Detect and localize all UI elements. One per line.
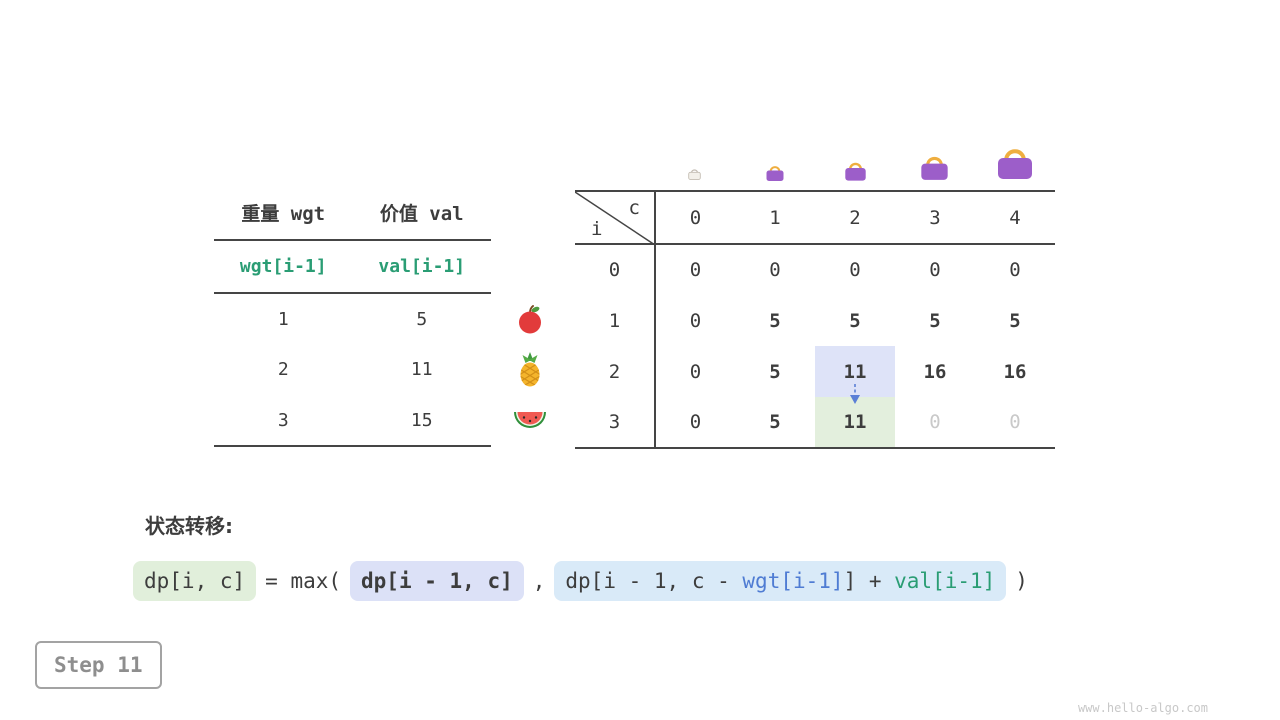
dp-cell: 0 — [849, 259, 861, 281]
wgt-formula-cell: wgt[i-1] — [214, 240, 353, 294]
dp-cell-current-highlight: 11 — [815, 397, 895, 449]
dp-cell-pending: 0 — [895, 397, 975, 449]
dp-header-row: c i 0 1 2 3 4 — [575, 190, 1055, 245]
dp-row-header: 1 — [575, 295, 656, 346]
dp-cell: 0 — [689, 259, 702, 281]
bag-large-icon — [917, 152, 952, 183]
dp-cell: 5 — [929, 309, 941, 332]
watermark: www.hello-algo.com — [1077, 701, 1208, 715]
option2-middle: ] + — [843, 569, 895, 593]
dp-row: 1 0 5 5 5 5 — [575, 295, 1055, 346]
dp-cell: 0 — [689, 309, 702, 332]
dp-col-header: 3 — [895, 190, 975, 245]
step-indicator: Step 11 — [35, 641, 162, 689]
dp-cell: 16 — [1003, 360, 1027, 383]
dp-cell-pending: 0 — [975, 397, 1055, 449]
weight-cell: 3 — [214, 395, 353, 447]
capacity-axis-label: c — [628, 197, 640, 219]
weight-value-table: 重量 wgt 价值 val wgt[i-1] val[i-1] 1 5 2 11… — [214, 186, 491, 447]
dp-table: c i 0 1 2 3 4 0 0 0 0 0 0 1 0 5 5 5 5 2 … — [575, 190, 1055, 449]
table-row: 1 5 — [214, 293, 491, 344]
state-transition-label: 状态转移: — [145, 514, 233, 538]
pineapple-icon — [514, 352, 546, 388]
formula-operator: = max( — [265, 569, 342, 593]
value-cell: 15 — [352, 395, 491, 447]
dp-cell: 0 — [929, 259, 941, 281]
value-column-header: 价值 val — [352, 186, 491, 241]
val-formula-cell: val[i-1] — [352, 240, 491, 294]
dp-cell: 5 — [769, 360, 781, 383]
bag-small-icon — [764, 163, 786, 183]
dp-row: 2 0 5 11 16 16 — [575, 346, 1055, 397]
dp-cell: 0 — [655, 397, 735, 449]
option2-prefix: dp[i - 1, c - — [565, 569, 743, 593]
dp-cell: 5 — [849, 309, 861, 332]
dp-cell: 5 — [769, 309, 781, 332]
dp-cell: 0 — [689, 360, 702, 383]
dp-cell: 5 — [735, 397, 815, 449]
formula-row: wgt[i-1] val[i-1] — [214, 240, 491, 294]
dp-col-header: 2 — [815, 190, 895, 245]
table-row: 2 11 — [214, 344, 491, 395]
formula-closing-paren: ) — [1015, 569, 1028, 593]
value-cell: 11 — [410, 359, 433, 380]
dp-cell: 16 — [923, 360, 947, 383]
item-axis-label: i — [591, 218, 603, 240]
weight-column-header: 重量 wgt — [214, 186, 353, 241]
corner-diagonal-line — [575, 192, 654, 243]
dp-cell: 0 — [1009, 259, 1021, 281]
weight-cell: 2 — [277, 359, 289, 380]
dp-cell: 5 — [1009, 309, 1021, 332]
apple-icon — [514, 303, 546, 335]
dp-row-header: 3 — [575, 397, 656, 449]
formula-option2-chip: dp[i - 1, c - wgt[i-1]] + val[i-1] — [554, 561, 1007, 601]
value-cell: 5 — [416, 308, 428, 330]
transition-arrow-icon — [846, 383, 864, 405]
dp-row-header: 0 — [575, 244, 656, 295]
formula-option1-chip: dp[i - 1, c] — [350, 561, 524, 601]
dp-row: 3 0 5 11 0 0 — [575, 397, 1055, 449]
transition-formula: dp[i, c] = max( dp[i - 1, c] , dp[i - 1,… — [133, 561, 1028, 601]
bag-outline-icon — [687, 167, 702, 181]
dp-corner-cell: c i — [575, 190, 656, 245]
formula-lhs-chip: dp[i, c] — [133, 561, 257, 601]
weight-cell: 1 — [277, 308, 289, 330]
dp-cell: 0 — [769, 259, 781, 281]
option2-wgt-token: wgt[i-1] — [742, 569, 844, 593]
dp-cell-source-highlight: 11 — [815, 346, 895, 397]
option2-val-token: val[i-1] — [894, 569, 996, 593]
formula-separator: , — [532, 569, 546, 593]
dp-row: 0 0 0 0 0 0 — [575, 244, 1055, 295]
dp-col-header: 4 — [975, 190, 1055, 245]
table-header-row: 重量 wgt 价值 val — [214, 186, 491, 241]
bag-xlarge-icon — [993, 143, 1037, 183]
dp-col-header: 1 — [735, 190, 815, 245]
watermelon-icon — [512, 407, 548, 433]
dp-col-header: 0 — [655, 190, 735, 245]
table-row: 3 15 — [214, 395, 491, 447]
dp-row-header: 2 — [575, 346, 656, 397]
bag-medium-icon — [842, 159, 869, 183]
